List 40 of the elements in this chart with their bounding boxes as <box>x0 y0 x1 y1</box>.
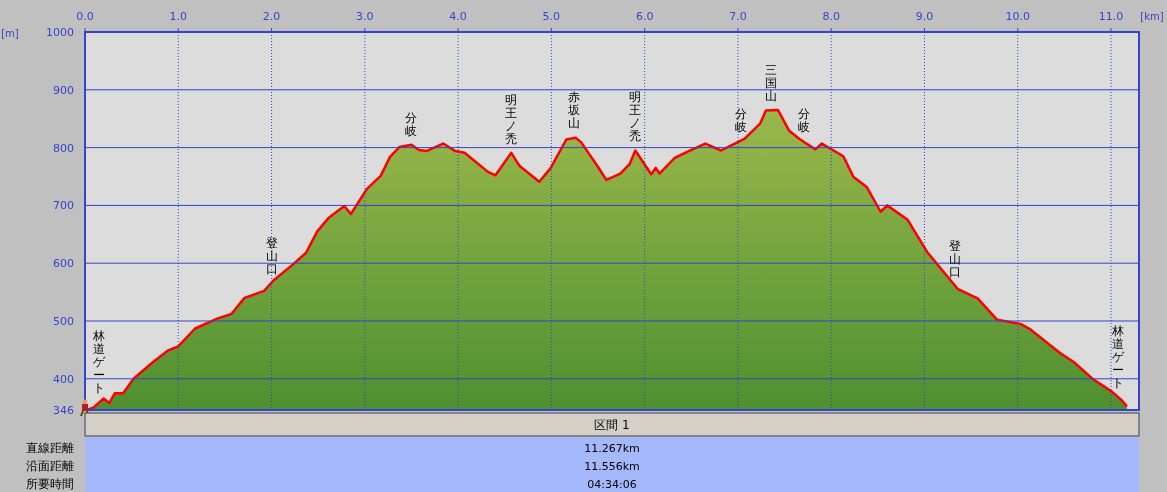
y-tick-label: 1000 <box>46 26 74 39</box>
annotation: 林道ゲート <box>1111 324 1126 391</box>
annotation: 登山口 <box>265 235 278 276</box>
annotation: 林道ゲート <box>91 328 106 395</box>
text: 11.556km <box>584 460 640 473</box>
text: 04:34:06 <box>587 478 637 491</box>
x-tick-label: 1.0 <box>169 10 188 23</box>
table-header-cell: 区間 1 <box>84 412 1140 437</box>
x-tick-label: 6.0 <box>635 10 654 23</box>
y-tick-label: 900 <box>53 83 74 97</box>
y-tick-label: 700 <box>53 199 74 213</box>
annotation: 明王ノ禿 <box>629 90 642 144</box>
x-tick-label: 5.0 <box>542 10 561 23</box>
y-tick-label: 600 <box>53 257 74 271</box>
annotation: 分岐 <box>734 106 747 134</box>
x-tick-label: 8.0 <box>822 10 840 23</box>
annotation: 登山口 <box>949 239 962 280</box>
y-tick-label: 400 <box>53 372 74 386</box>
x-tick-label: 4.0 <box>449 10 467 23</box>
x-tick-label: 2.0 <box>262 10 281 23</box>
annotation: 分岐 <box>798 106 811 134</box>
y-tick-label: 500 <box>53 314 74 328</box>
x-tick-label: 10.0 <box>1005 10 1030 23</box>
x-axis-title: [km] <box>1140 11 1164 22</box>
annotation: 分岐 <box>405 110 418 138</box>
x-tick-label: 11.0 <box>1098 10 1124 23</box>
y-tick-label: 800 <box>53 141 74 155</box>
x-tick-label: 3.0 <box>356 10 374 23</box>
x-tick-label: 7.0 <box>729 10 747 23</box>
annotation: 三国山 <box>765 63 778 104</box>
annotation: 明王ノ禿 <box>505 92 518 146</box>
y-tick-label: 346 <box>53 404 74 417</box>
y-axis-title: [m] <box>1 28 19 39</box>
text: 11.267km <box>584 442 640 455</box>
x-tick-label: 9.0 <box>915 10 934 23</box>
text: 沿面距離 <box>26 459 74 473</box>
text: 所要時間 <box>26 477 74 491</box>
annotation: 赤坂山 <box>566 90 580 131</box>
x-tick-label: 0.0 <box>76 10 94 23</box>
text: 直線距離 <box>26 441 74 455</box>
